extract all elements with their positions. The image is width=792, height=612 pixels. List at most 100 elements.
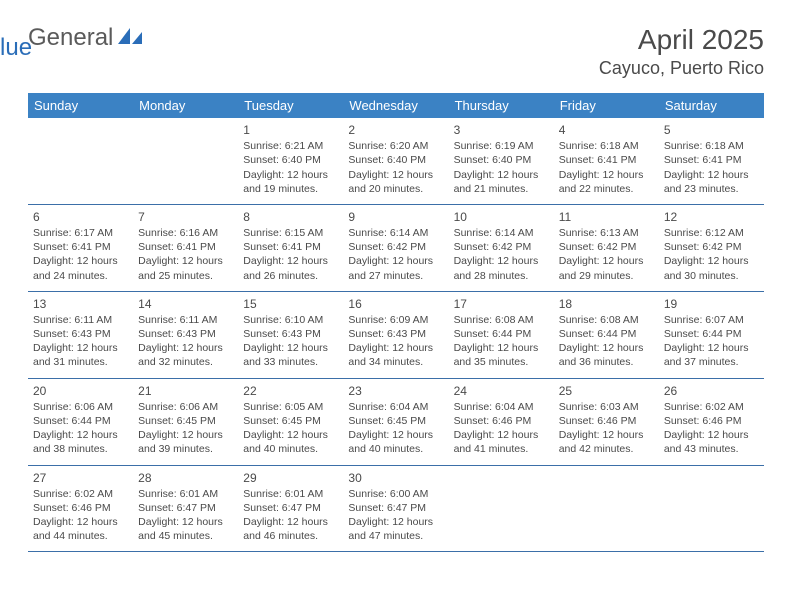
calendar-day: 15Sunrise: 6:10 AMSunset: 6:43 PMDayligh… (238, 292, 343, 378)
daylight-text: Daylight: 12 hours (454, 341, 549, 355)
sunrise-text: Sunrise: 6:09 AM (348, 313, 443, 327)
calendar-header-row: SundayMondayTuesdayWednesdayThursdayFrid… (28, 93, 764, 118)
daylight-text: Daylight: 12 hours (243, 254, 338, 268)
day-number: 4 (559, 122, 654, 138)
calendar-day-empty (133, 118, 238, 204)
daylight-text: and 40 minutes. (348, 442, 443, 456)
calendar-day: 11Sunrise: 6:13 AMSunset: 6:42 PMDayligh… (554, 205, 659, 291)
daylight-text: and 42 minutes. (559, 442, 654, 456)
sunrise-text: Sunrise: 6:16 AM (138, 226, 233, 240)
sunrise-text: Sunrise: 6:21 AM (243, 139, 338, 153)
calendar-week: 1Sunrise: 6:21 AMSunset: 6:40 PMDaylight… (28, 118, 764, 205)
daylight-text: and 38 minutes. (33, 442, 128, 456)
daylight-text: and 41 minutes. (454, 442, 549, 456)
daylight-text: and 27 minutes. (348, 269, 443, 283)
sunset-text: Sunset: 6:46 PM (454, 414, 549, 428)
day-number: 19 (664, 296, 759, 312)
day-number: 18 (559, 296, 654, 312)
daylight-text: and 28 minutes. (454, 269, 549, 283)
daylight-text: and 19 minutes. (243, 182, 338, 196)
sunset-text: Sunset: 6:47 PM (138, 501, 233, 515)
daylight-text: Daylight: 12 hours (348, 428, 443, 442)
daylight-text: Daylight: 12 hours (138, 341, 233, 355)
day-number: 10 (454, 209, 549, 225)
daylight-text: Daylight: 12 hours (348, 515, 443, 529)
day-number: 7 (138, 209, 233, 225)
sunset-text: Sunset: 6:45 PM (348, 414, 443, 428)
day-number: 15 (243, 296, 338, 312)
day-number: 3 (454, 122, 549, 138)
calendar-day: 29Sunrise: 6:01 AMSunset: 6:47 PMDayligh… (238, 466, 343, 552)
calendar-day: 18Sunrise: 6:08 AMSunset: 6:44 PMDayligh… (554, 292, 659, 378)
calendar-body: 1Sunrise: 6:21 AMSunset: 6:40 PMDaylight… (28, 118, 764, 552)
day-number: 21 (138, 383, 233, 399)
sunrise-text: Sunrise: 6:12 AM (664, 226, 759, 240)
daylight-text: Daylight: 12 hours (33, 341, 128, 355)
sunrise-text: Sunrise: 6:02 AM (664, 400, 759, 414)
sunset-text: Sunset: 6:43 PM (348, 327, 443, 341)
day-number: 27 (33, 470, 128, 486)
sunset-text: Sunset: 6:44 PM (664, 327, 759, 341)
calendar-day: 27Sunrise: 6:02 AMSunset: 6:46 PMDayligh… (28, 466, 133, 552)
daylight-text: and 39 minutes. (138, 442, 233, 456)
calendar-day: 13Sunrise: 6:11 AMSunset: 6:43 PMDayligh… (28, 292, 133, 378)
daylight-text: Daylight: 12 hours (348, 341, 443, 355)
daylight-text: Daylight: 12 hours (33, 254, 128, 268)
daylight-text: and 23 minutes. (664, 182, 759, 196)
day-header: Tuesday (238, 93, 343, 118)
sunset-text: Sunset: 6:41 PM (138, 240, 233, 254)
daylight-text: and 35 minutes. (454, 355, 549, 369)
sunset-text: Sunset: 6:43 PM (243, 327, 338, 341)
calendar-day: 22Sunrise: 6:05 AMSunset: 6:45 PMDayligh… (238, 379, 343, 465)
sunrise-text: Sunrise: 6:19 AM (454, 139, 549, 153)
sunset-text: Sunset: 6:41 PM (559, 153, 654, 167)
daylight-text: and 24 minutes. (33, 269, 128, 283)
daylight-text: and 37 minutes. (664, 355, 759, 369)
brand-text-blue: Blue (0, 34, 32, 61)
day-number: 28 (138, 470, 233, 486)
daylight-text: Daylight: 12 hours (348, 168, 443, 182)
day-number: 5 (664, 122, 759, 138)
daylight-text: and 47 minutes. (348, 529, 443, 543)
daylight-text: Daylight: 12 hours (33, 428, 128, 442)
sunset-text: Sunset: 6:44 PM (559, 327, 654, 341)
daylight-text: and 44 minutes. (33, 529, 128, 543)
daylight-text: Daylight: 12 hours (138, 254, 233, 268)
calendar-day: 10Sunrise: 6:14 AMSunset: 6:42 PMDayligh… (449, 205, 554, 291)
month-title: April 2025 (599, 24, 764, 56)
calendar-day: 9Sunrise: 6:14 AMSunset: 6:42 PMDaylight… (343, 205, 448, 291)
sunrise-text: Sunrise: 6:15 AM (243, 226, 338, 240)
calendar-week: 13Sunrise: 6:11 AMSunset: 6:43 PMDayligh… (28, 292, 764, 379)
daylight-text: Daylight: 12 hours (243, 168, 338, 182)
calendar-day: 25Sunrise: 6:03 AMSunset: 6:46 PMDayligh… (554, 379, 659, 465)
sunset-text: Sunset: 6:46 PM (559, 414, 654, 428)
day-number: 1 (243, 122, 338, 138)
sunrise-text: Sunrise: 6:01 AM (243, 487, 338, 501)
daylight-text: Daylight: 12 hours (138, 428, 233, 442)
day-number: 16 (348, 296, 443, 312)
calendar-day: 19Sunrise: 6:07 AMSunset: 6:44 PMDayligh… (659, 292, 764, 378)
sunrise-text: Sunrise: 6:10 AM (243, 313, 338, 327)
calendar-day: 14Sunrise: 6:11 AMSunset: 6:43 PMDayligh… (133, 292, 238, 378)
day-number: 14 (138, 296, 233, 312)
calendar-day: 23Sunrise: 6:04 AMSunset: 6:45 PMDayligh… (343, 379, 448, 465)
location-text: Cayuco, Puerto Rico (599, 58, 764, 79)
daylight-text: and 20 minutes. (348, 182, 443, 196)
daylight-text: and 40 minutes. (243, 442, 338, 456)
daylight-text: Daylight: 12 hours (559, 428, 654, 442)
sunset-text: Sunset: 6:40 PM (243, 153, 338, 167)
day-number: 22 (243, 383, 338, 399)
sunset-text: Sunset: 6:44 PM (454, 327, 549, 341)
daylight-text: Daylight: 12 hours (664, 168, 759, 182)
brand-logo: General Blue (28, 24, 158, 72)
daylight-text: and 45 minutes. (138, 529, 233, 543)
sunrise-text: Sunrise: 6:18 AM (559, 139, 654, 153)
day-number: 26 (664, 383, 759, 399)
daylight-text: Daylight: 12 hours (664, 428, 759, 442)
calendar-day: 4Sunrise: 6:18 AMSunset: 6:41 PMDaylight… (554, 118, 659, 204)
daylight-text: Daylight: 12 hours (138, 515, 233, 529)
daylight-text: Daylight: 12 hours (559, 341, 654, 355)
day-number: 30 (348, 470, 443, 486)
sunrise-text: Sunrise: 6:04 AM (454, 400, 549, 414)
sunset-text: Sunset: 6:41 PM (664, 153, 759, 167)
